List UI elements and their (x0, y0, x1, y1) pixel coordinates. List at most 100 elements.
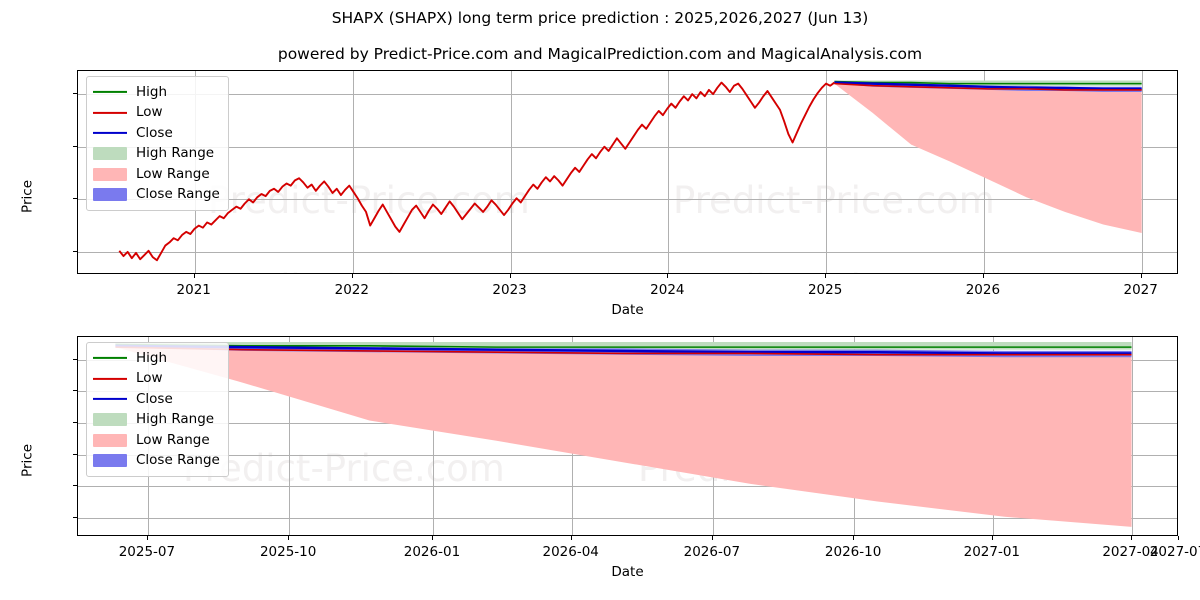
gridline-vertical (1131, 337, 1133, 535)
forecast-line-low (115, 346, 1132, 356)
gridline-vertical (432, 337, 434, 535)
x-tick-label: 2027-01 (963, 544, 1021, 560)
legend-label: Low (136, 370, 163, 386)
x-tick-mark (431, 536, 433, 540)
legend-item-high[interactable]: High (93, 82, 220, 103)
top-y-axis-label: Price (19, 180, 36, 213)
x-tick-label: 2025-10 (259, 544, 317, 560)
forecast-line-high (115, 343, 1132, 348)
x-tick-mark (288, 536, 290, 540)
gridline-vertical (1141, 71, 1143, 273)
legend-swatch-close-icon (93, 393, 127, 405)
y-tick-mark (73, 517, 77, 518)
chart-legend[interactable]: High Low Close High Range Low Range Close Ran… (86, 342, 229, 477)
series-layer (118, 80, 1142, 262)
x-tick-mark (509, 274, 511, 278)
legend-item-close[interactable]: Close (93, 123, 220, 144)
x-tick-mark (351, 274, 353, 278)
legend-swatch-high-range-icon (93, 413, 127, 427)
gridline-vertical (510, 71, 512, 273)
gridline-horizontal (78, 486, 1177, 488)
legend-label: High (136, 349, 168, 366)
legend-label: Low (136, 104, 163, 120)
legend-item-low[interactable]: Low (93, 369, 220, 390)
forecast-line-high (834, 80, 1142, 85)
legend-item-low[interactable]: Low (93, 103, 220, 124)
gridline-vertical (826, 71, 828, 273)
legend-label: High (136, 83, 168, 100)
x-tick-mark (1140, 274, 1142, 278)
x-tick-mark (570, 536, 572, 540)
y-tick-mark (73, 422, 77, 424)
x-tick-label: 2026 (965, 282, 1001, 298)
x-tick-mark (853, 536, 855, 540)
page-subtitle: powered by Predict-Price.com and Magical… (277, 45, 923, 63)
band-low-range (115, 347, 1132, 527)
forecast-line-close (834, 81, 1142, 91)
legend-label: Close (136, 390, 173, 407)
legend-item-close-range[interactable]: Close Range (93, 451, 220, 472)
x-tick-label: 2026-10 (824, 544, 882, 560)
y-tick-mark (73, 390, 77, 392)
y-tick-mark (73, 485, 77, 487)
y-tick-mark (73, 250, 77, 252)
legend-label: High Range (136, 145, 215, 161)
band-low-range (834, 83, 1142, 233)
chart-legend[interactable]: High Low Close High Range Low Range Close Ran… (86, 76, 229, 211)
x-tick-label: 2026-01 (403, 544, 461, 560)
legend-swatch-low-range-icon (93, 167, 127, 181)
x-tick-label: 2027 (1123, 282, 1158, 298)
legend-item-low-range[interactable]: Low Range (93, 164, 220, 185)
legend-swatch-close-range-icon (93, 454, 127, 468)
legend-swatch-high-icon (93, 86, 127, 98)
x-tick-label: 2025-07 (118, 544, 176, 560)
gridline-horizontal (78, 199, 1177, 201)
x-tick-mark (667, 274, 669, 278)
gridline-vertical (289, 337, 291, 535)
gridline-vertical (668, 71, 670, 273)
x-tick-mark (982, 274, 984, 278)
x-tick-mark (146, 536, 148, 540)
bottom-y-axis-label: Price (19, 444, 36, 477)
legend-swatch-high-icon (93, 352, 127, 364)
y-tick-mark (73, 453, 77, 455)
legend-label: Low Range (136, 165, 210, 182)
legend-swatch-low-icon (93, 107, 127, 119)
y-tick-mark (73, 93, 77, 95)
bottom-plot-area: Predict-Price.comPredict-Price.comHighLo… (77, 336, 1178, 536)
legend-item-close[interactable]: Close (93, 389, 220, 410)
legend-swatch-high-range-icon (93, 147, 127, 161)
x-tick-mark (711, 536, 713, 540)
x-tick-label: 2025 (807, 282, 843, 298)
legend-item-high-range[interactable]: High Range (93, 144, 220, 165)
y-tick-mark (73, 358, 77, 360)
legend-item-high-range[interactable]: High Range (93, 410, 220, 431)
gridline-horizontal (78, 251, 1177, 253)
legend-item-low-range[interactable]: Low Range (93, 430, 220, 451)
x-tick-label: 2021 (176, 282, 211, 298)
gridline-vertical (352, 71, 354, 273)
legend-swatch-close-icon (93, 127, 127, 139)
x-tick-label: 2026-04 (542, 544, 599, 560)
legend-swatch-low-range-icon (93, 433, 127, 447)
legend-swatch-low-icon (93, 373, 127, 385)
x-tick-label: 2026-07 (683, 544, 741, 560)
y-tick-mark (73, 145, 77, 147)
legend-item-high[interactable]: High (93, 348, 220, 369)
x-tick-label: 2024 (650, 282, 685, 298)
legend-label: High Range (136, 411, 215, 427)
x-tick-mark (1178, 536, 1179, 540)
top-x-axis-label: Date (611, 302, 644, 318)
gridline-horizontal (78, 146, 1177, 148)
legend-item-close-range[interactable]: Close Range (93, 185, 220, 206)
series-layer (115, 342, 1132, 527)
bottom-x-axis-label: Date (611, 564, 644, 580)
legend-label: Close Range (136, 452, 220, 468)
y-tick-mark (73, 198, 77, 200)
history-line-low (118, 81, 835, 262)
forecast-line-close (115, 344, 1132, 355)
forecast-line-low (834, 82, 1142, 91)
top-plot-area: Predict-Price.comPredict-Price.comPredic… (77, 70, 1178, 274)
x-tick-label: 2027-07 (1149, 544, 1200, 560)
